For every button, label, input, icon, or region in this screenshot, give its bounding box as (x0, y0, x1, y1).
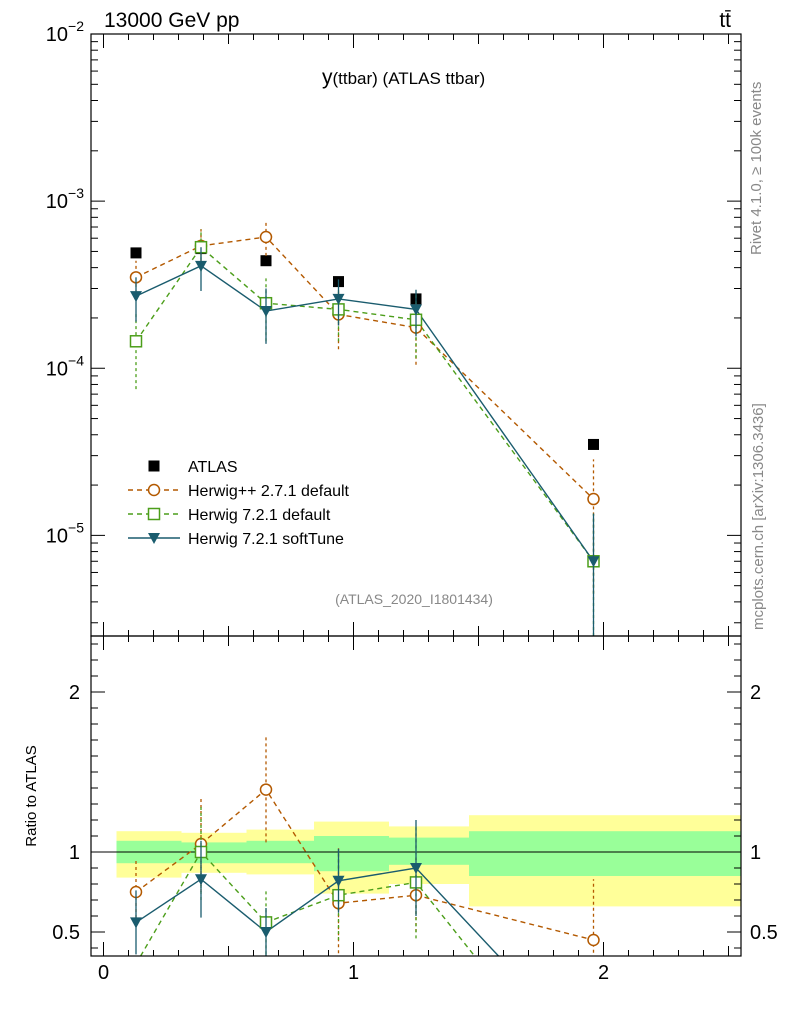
ratio-x-tick-label: 0 (98, 962, 109, 984)
main-series-line-1 (135, 236, 594, 500)
ratio-band-green (469, 831, 742, 876)
legend-label: ATLAS (188, 459, 238, 476)
main-y-tick-exp: −5 (68, 519, 84, 535)
main-y-tick-label: 10−5 (46, 519, 84, 547)
legend-marker (148, 533, 160, 544)
ratio-series-line-0 (135, 788, 594, 941)
main-y-tick-exp: −2 (68, 18, 84, 34)
main-series-line-2 (135, 246, 595, 562)
ratio-series-line-2 (135, 867, 500, 956)
ratio-ylabel: Ratio to ATLAS (23, 745, 40, 846)
main-point (130, 247, 142, 259)
main-y-tick-label: 10−2 (46, 18, 84, 46)
main-y-tick-base: 10 (46, 525, 68, 547)
ratio-band-green (181, 842, 247, 864)
process-label: tt̄ (719, 9, 731, 32)
legend-marker (147, 507, 161, 521)
main-point (260, 306, 272, 318)
main-panel: 10−510−410−310−2 y(ttbar) (ATLAS ttbar) … (46, 18, 742, 637)
ratio-frame (90, 635, 742, 957)
main-point (410, 304, 422, 316)
main-point (129, 335, 143, 348)
energy-label: 13000 GeV pp (104, 9, 239, 32)
ratio-point (260, 927, 272, 938)
ratio-y-tick-label: 1 (69, 842, 80, 864)
ratio-series-marks (129, 736, 600, 956)
main-point (587, 556, 600, 568)
main-y-tick-exp: −3 (68, 185, 84, 201)
main-y-tick-base: 10 (46, 191, 68, 213)
mcplots-label: mcplots.cern.ch [arXiv:1306.3436] (750, 403, 767, 630)
legend-label: Herwig++ 2.7.1 default (188, 483, 350, 500)
ratio-y-tick-label-right: 0.5 (750, 922, 778, 944)
ratio-panel: 0.5 0.5 1 1 2 2 0 1 2 Ratio to ATLAS (23, 635, 778, 984)
main-y-tick-label: 10−3 (46, 185, 84, 213)
main-point (130, 291, 142, 303)
main-point (260, 255, 272, 267)
main-point (259, 230, 273, 244)
ratio-point (587, 933, 600, 947)
ratio-band-green (389, 837, 469, 865)
rivet-label: Rivet 4.1.0, ≥ 100k events (748, 82, 765, 255)
ratio-point (130, 917, 142, 929)
legend-marker (147, 483, 161, 497)
legend-label: Herwig 7.2.1 softTune (188, 531, 344, 548)
main-axis-ticks: 10−510−410−310−2 (46, 18, 741, 636)
legend: ATLAS Herwig++ 2.7.1 default Herwig 7.2.1 … (128, 459, 350, 548)
ratio-y-tick-label: 2 (69, 682, 80, 704)
ratio-series-line-1 (139, 850, 476, 956)
main-y-tick-base: 10 (46, 24, 68, 46)
main-point (195, 260, 207, 272)
analysis-tag: (ATLAS_2020_I1801434) (335, 591, 493, 607)
main-title-rest: (ttbar) (ATLAS ttbar) (333, 69, 486, 88)
main-y-tick-exp: −4 (68, 352, 84, 368)
legend-label: Herwig 7.2.1 default (188, 507, 331, 524)
legend-marker (148, 460, 160, 472)
main-point (588, 438, 599, 450)
ratio-y-tick-label-right: 1 (750, 842, 761, 864)
main-title-main: y (322, 66, 333, 89)
main-series-lines (135, 236, 595, 562)
main-series-line-3 (135, 265, 595, 562)
ratio-axis-ticks: 0.5 0.5 1 1 2 2 0 1 2 (52, 636, 778, 984)
ratio-band-green (314, 836, 389, 872)
ratio-series-lines (135, 788, 594, 956)
main-title: y(ttbar) (ATLAS ttbar) (322, 66, 485, 89)
main-y-tick-base: 10 (46, 358, 68, 380)
ratio-point (195, 874, 207, 886)
ratio-x-tick-label: 1 (348, 962, 359, 984)
main-point (332, 293, 345, 305)
ratio-point (259, 783, 273, 796)
ratio-y-tick-label-right: 2 (750, 682, 761, 704)
ratio-y-tick-label: 0.5 (52, 922, 80, 944)
ratio-point (410, 863, 422, 874)
main-point (587, 492, 600, 506)
ratio-point (332, 875, 345, 887)
ratio-x-tick-label: 2 (598, 962, 609, 984)
main-y-tick-label: 10−4 (46, 352, 84, 380)
main-series-marks (129, 222, 600, 636)
